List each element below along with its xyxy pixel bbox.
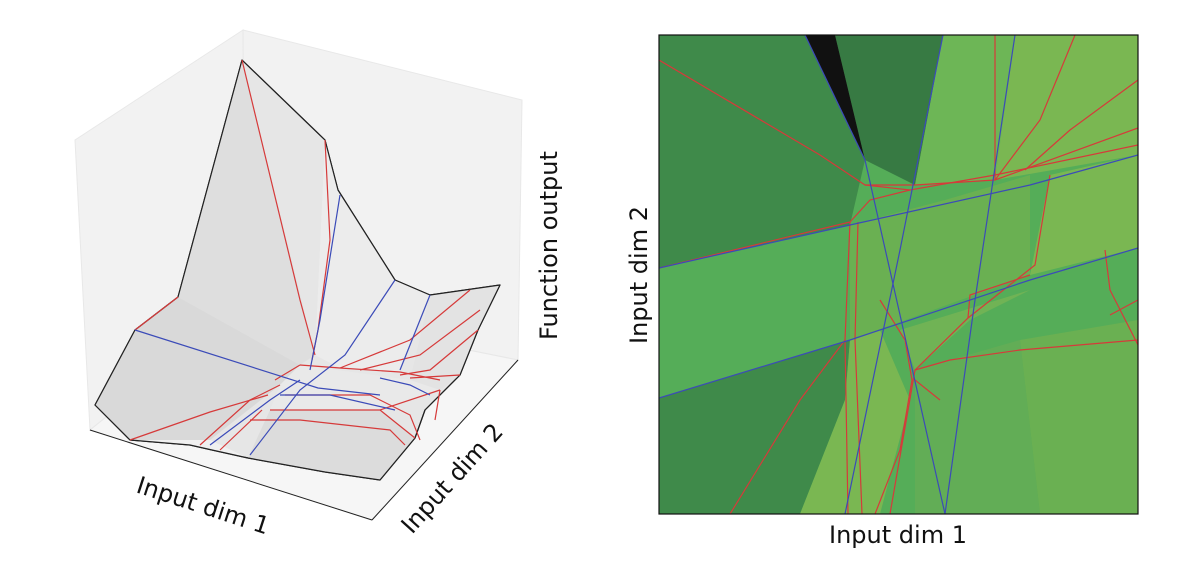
red-boundaries xyxy=(129,59,481,451)
y-axis-line xyxy=(371,359,519,521)
x-axis-label: Input dim 1 xyxy=(829,521,967,549)
z-axis-label: Function output xyxy=(535,151,563,340)
surface-3d-svg: Input dim 1 Input dim 2 Function output xyxy=(74,29,563,540)
y-axis-label: Input dim 2 xyxy=(625,206,653,344)
region-map-plot: Input dim 1 Input dim 2 xyxy=(600,0,1202,574)
x-axis-line xyxy=(89,429,373,521)
plot-frame xyxy=(658,34,1139,515)
surface-outline xyxy=(94,59,501,481)
region-map-area xyxy=(659,35,1138,514)
surface-facets xyxy=(94,59,501,481)
region-map-svg: Input dim 1 Input dim 2 xyxy=(625,34,1139,549)
blue-boundaries xyxy=(134,194,431,456)
surface-3d-plot: Input dim 1 Input dim 2 Function output xyxy=(0,0,600,574)
region-blue-boundaries xyxy=(659,35,1138,514)
region-red-boundaries xyxy=(659,35,1138,514)
